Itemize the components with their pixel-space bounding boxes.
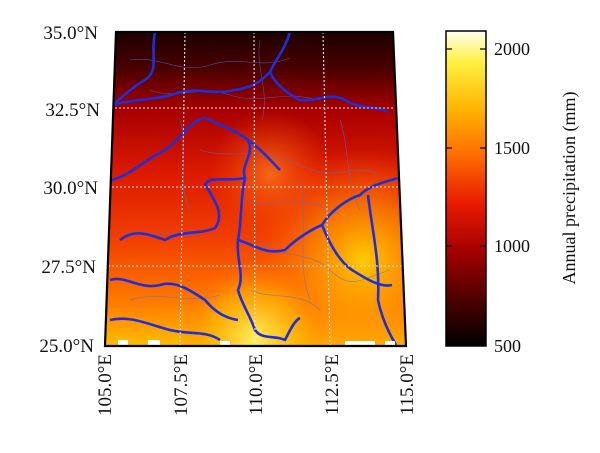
lat-tick-label: 35.0°N: [43, 23, 98, 44]
lon-tick-label: 115.0°E: [397, 354, 418, 415]
no-data-gaps: [118, 340, 395, 346]
lon-tick-label: 105.0°E: [95, 354, 116, 416]
colorbar-title: Annual precipitation (mm): [559, 92, 580, 285]
map-frame: [103, 30, 408, 348]
lon-tick-label: 112.5°E: [322, 354, 343, 415]
lat-tick-label: 30.0°N: [43, 178, 98, 199]
lon-tick-label: 107.5°E: [171, 354, 192, 416]
colorbar-tick-label: 2000: [494, 39, 530, 59]
longitude-axis: 105.0°E 107.5°E 110.0°E 112.5°E 115.0°E: [95, 354, 418, 416]
lat-tick-label: 25.0°N: [39, 336, 94, 357]
lat-tick-label: 32.5°N: [45, 100, 100, 121]
graticule: [108, 32, 402, 346]
colorbar-tick-label: 500: [494, 336, 521, 356]
map-panel: [105, 32, 406, 346]
colorbar-tick-label: 1000: [494, 236, 530, 256]
latitude-axis: 35.0°N 32.5°N 30.0°N 27.5°N 25.0°N: [39, 23, 100, 357]
colorbar-tick-label: 1500: [494, 138, 530, 158]
colorbar: 2000 1500 1000 500 Annual precipitation …: [445, 30, 580, 356]
province-boundaries: [109, 32, 399, 346]
lat-tick-label: 27.5°N: [41, 257, 96, 278]
colorbar-gradient: [445, 30, 487, 347]
lon-tick-label: 110.0°E: [246, 354, 267, 415]
